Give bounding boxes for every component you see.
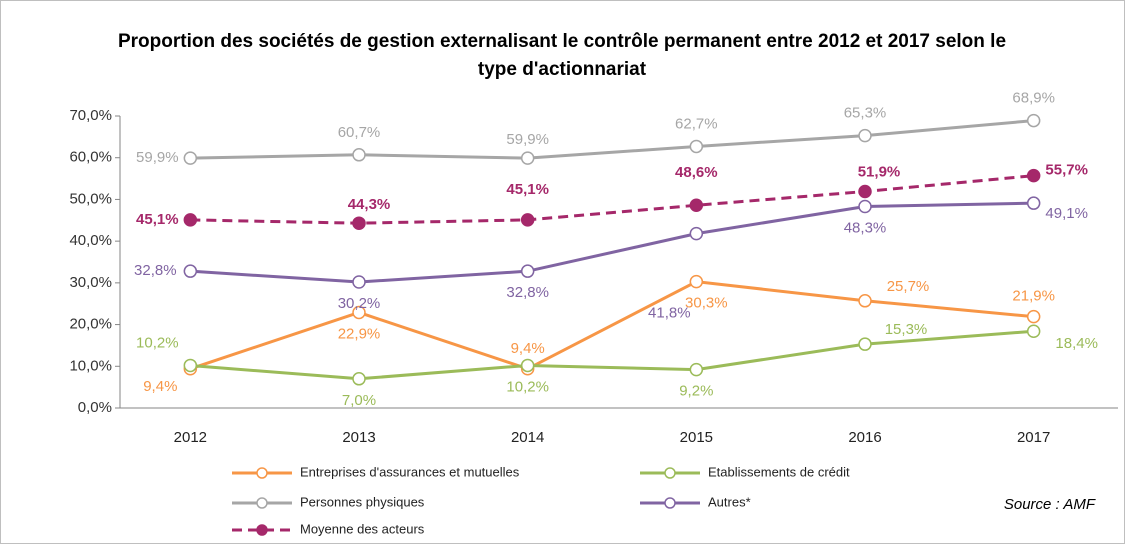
legend-label: Personnes physiques [300, 494, 425, 509]
point [352, 372, 366, 386]
legend-label: Etablissements de crédit [708, 464, 850, 479]
value-label: 9,4% [143, 378, 177, 395]
x-tick-label: 2014 [511, 429, 544, 446]
legend-label: Moyenne des acteurs [300, 521, 425, 536]
point [183, 213, 198, 227]
source-note: Source : AMF [1004, 496, 1096, 513]
point [352, 305, 366, 320]
value-label: 55,7% [1045, 162, 1088, 179]
point [689, 139, 704, 154]
series-line [190, 329, 1034, 381]
y-tick-label: 30,0% [69, 274, 112, 291]
y-tick-label: 70,0% [69, 107, 112, 124]
value-label: 9,2% [679, 383, 713, 400]
series-line [189, 280, 1034, 371]
point [858, 199, 872, 214]
value-label: 48,6% [675, 164, 718, 181]
point [689, 274, 704, 289]
x-tick-label: 2012 [174, 429, 207, 446]
point [1026, 324, 1041, 338]
series-line [190, 174, 1034, 225]
point [858, 337, 872, 351]
x-tick-label: 2017 [1017, 429, 1050, 446]
value-label: 49,1% [1045, 205, 1088, 222]
legend-marker [256, 497, 268, 509]
value-label: 45,1% [506, 181, 549, 198]
y-tick-label: 40,0% [69, 232, 112, 249]
point [689, 362, 704, 377]
value-label: 10,2% [506, 378, 549, 395]
value-label: 59,9% [136, 149, 179, 166]
series-line [190, 119, 1034, 160]
series-line [190, 201, 1034, 284]
point [520, 213, 535, 227]
value-label: 48,3% [844, 219, 887, 236]
value-label: 25,7% [887, 278, 930, 295]
point [520, 358, 535, 373]
value-label: 7,0% [342, 392, 376, 409]
value-label: 41,8% [648, 305, 691, 322]
value-label: 9,4% [511, 340, 545, 357]
y-tick-label: 10,0% [69, 357, 112, 374]
point [352, 148, 366, 162]
value-label: 60,7% [338, 124, 381, 141]
value-label: 22,9% [338, 325, 381, 342]
point [520, 264, 535, 278]
value-label: 18,4% [1055, 335, 1098, 352]
point [1026, 309, 1041, 324]
y-tick-label: 0,0% [78, 399, 112, 416]
point [858, 184, 872, 199]
point [689, 198, 704, 213]
point [352, 275, 366, 289]
point [183, 151, 198, 165]
value-label: 65,3% [844, 105, 887, 122]
y-tick-label: 50,0% [69, 190, 112, 207]
legend-marker [256, 524, 268, 536]
value-label: 51,9% [858, 163, 901, 180]
x-tick-label: 2013 [342, 429, 375, 446]
x-tick-label: 2016 [848, 429, 881, 446]
value-label: 45,1% [136, 211, 179, 228]
y-tick-label: 60,0% [69, 149, 112, 166]
legend-marker [664, 467, 676, 479]
value-label: 62,7% [675, 115, 718, 132]
point [858, 294, 872, 308]
point [689, 226, 704, 241]
point [1026, 168, 1041, 183]
legend-marker [664, 497, 676, 509]
value-label: 32,8% [506, 284, 549, 301]
point [858, 128, 872, 143]
point [183, 358, 198, 373]
x-tick-label: 2015 [680, 429, 713, 446]
value-label: 21,9% [1012, 288, 1055, 305]
legend-label: Autres* [708, 494, 751, 509]
value-label: 30,2% [338, 295, 381, 312]
value-label: 59,9% [506, 131, 549, 148]
value-label: 68,9% [1012, 90, 1055, 107]
point [1026, 196, 1041, 210]
point [1026, 113, 1041, 128]
chart-title: Proportion des sociétés de gestion exter… [117, 31, 1007, 80]
value-label: 15,3% [885, 321, 928, 338]
point [520, 151, 535, 165]
value-label: 10,2% [136, 334, 179, 351]
y-tick-label: 20,0% [69, 316, 112, 333]
point [183, 264, 198, 278]
value-label: 30,3% [685, 295, 728, 312]
value-label: 44,3% [348, 196, 391, 213]
legend-marker [256, 467, 268, 479]
point [352, 216, 366, 230]
legend-label: Entreprises d'assurances et mutuelles [300, 464, 520, 479]
value-label: 32,8% [134, 262, 177, 279]
